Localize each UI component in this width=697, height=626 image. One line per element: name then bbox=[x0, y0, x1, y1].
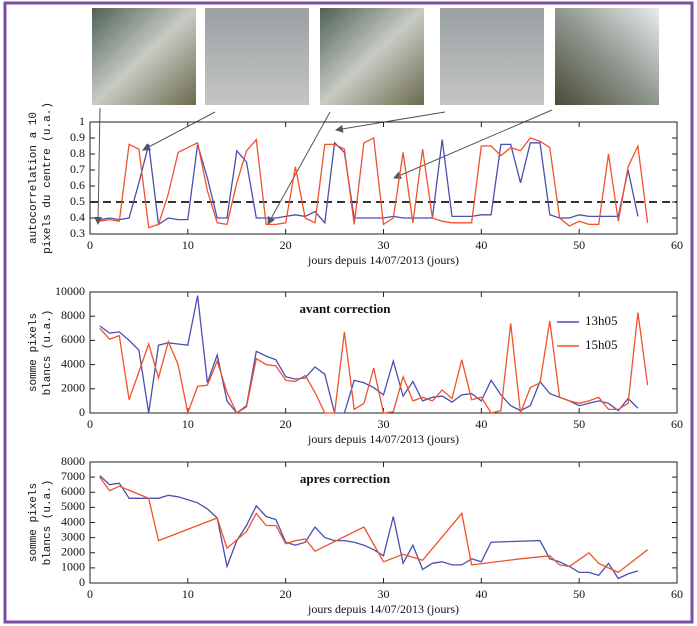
data-line bbox=[99, 139, 639, 226]
x-tick-label: 0 bbox=[87, 587, 93, 601]
x-tick-label: 20 bbox=[280, 417, 292, 431]
y-tick-label: 2000 bbox=[61, 381, 85, 395]
thumbnail bbox=[205, 8, 309, 105]
x-tick-label: 30 bbox=[378, 417, 390, 431]
y-tick-label: 1 bbox=[79, 114, 85, 128]
data-line bbox=[99, 137, 649, 229]
x-axis-label: jours depuis 14/07/2013 (jours) bbox=[307, 253, 459, 267]
arrow bbox=[94, 107, 103, 225]
y-tick-label: 0.5 bbox=[70, 194, 85, 208]
thumbnail bbox=[320, 8, 424, 105]
y-axis-label: autocorrelation a 10 bbox=[28, 112, 40, 244]
x-axis-label: jours depuis 14/07/2013 (jours) bbox=[307, 602, 459, 616]
y-tick-label: 5000 bbox=[61, 499, 85, 513]
x-tick-label: 50 bbox=[573, 587, 585, 601]
data-line bbox=[99, 476, 648, 574]
x-tick-label: 30 bbox=[378, 238, 390, 252]
x-tick-label: 10 bbox=[182, 417, 194, 431]
x-tick-label: 50 bbox=[573, 238, 585, 252]
x-tick-label: 60 bbox=[671, 587, 683, 601]
x-tick-label: 60 bbox=[671, 238, 683, 252]
panel-title: avant correction bbox=[299, 301, 391, 316]
y-axis-label: blancs (u.a.) bbox=[42, 310, 54, 396]
x-tick-label: 0 bbox=[87, 238, 93, 252]
y-tick-label: 1000 bbox=[61, 560, 85, 574]
thumbnail bbox=[555, 8, 659, 105]
thumbnail bbox=[92, 8, 196, 105]
y-tick-label: 8000 bbox=[61, 308, 85, 322]
y-tick-label: 6000 bbox=[61, 332, 85, 346]
y-axis-label: somme pixels bbox=[28, 313, 40, 392]
x-tick-label: 40 bbox=[475, 238, 487, 252]
y-tick-label: 3000 bbox=[61, 529, 85, 543]
y-tick-label: 0.9 bbox=[70, 130, 85, 144]
thumbnail bbox=[440, 8, 544, 105]
y-tick-label: 0.3 bbox=[70, 226, 85, 240]
arrows bbox=[94, 107, 553, 225]
y-tick-label: 0.8 bbox=[70, 146, 85, 160]
legend-label: 15h05 bbox=[585, 337, 618, 352]
y-axis-label: somme pixels bbox=[28, 483, 40, 562]
x-axis-label: jours depuis 14/07/2013 (jours) bbox=[307, 432, 459, 446]
arrow bbox=[335, 111, 446, 133]
y-tick-label: 4000 bbox=[61, 356, 85, 370]
x-tick-label: 40 bbox=[475, 587, 487, 601]
arrow bbox=[393, 109, 553, 179]
y-tick-label: 0.6 bbox=[70, 178, 85, 192]
arrow bbox=[142, 111, 216, 151]
y-tick-label: 2000 bbox=[61, 545, 85, 559]
y-tick-label: 0.7 bbox=[70, 162, 85, 176]
y-tick-label: 0.4 bbox=[70, 210, 85, 224]
legend-label: 13h05 bbox=[585, 313, 618, 328]
y-axis-label: pixels du centre (u.a.) bbox=[42, 102, 54, 254]
x-tick-label: 30 bbox=[378, 587, 390, 601]
y-axis-label: blancs (u.a.) bbox=[42, 480, 54, 566]
x-tick-label: 10 bbox=[182, 238, 194, 252]
y-tick-label: 7000 bbox=[61, 469, 85, 483]
y-tick-label: 0 bbox=[79, 405, 85, 419]
x-tick-label: 40 bbox=[475, 417, 487, 431]
y-tick-label: 10000 bbox=[55, 284, 85, 298]
data-line bbox=[99, 312, 649, 416]
y-tick-label: 0 bbox=[79, 575, 85, 589]
y-tick-label: 4000 bbox=[61, 514, 85, 528]
x-tick-label: 60 bbox=[671, 417, 683, 431]
x-tick-label: 50 bbox=[573, 417, 585, 431]
x-tick-label: 20 bbox=[280, 587, 292, 601]
thumbnails bbox=[92, 8, 659, 105]
x-tick-label: 0 bbox=[87, 417, 93, 431]
plot-frame bbox=[89, 121, 678, 235]
arrow bbox=[267, 111, 331, 225]
y-tick-label: 6000 bbox=[61, 484, 85, 498]
y-tick-label: 8000 bbox=[61, 454, 85, 468]
x-tick-label: 20 bbox=[280, 238, 292, 252]
frame bbox=[3, 1, 694, 624]
x-tick-label: 10 bbox=[182, 587, 194, 601]
panel-title: apres correction bbox=[300, 471, 391, 486]
